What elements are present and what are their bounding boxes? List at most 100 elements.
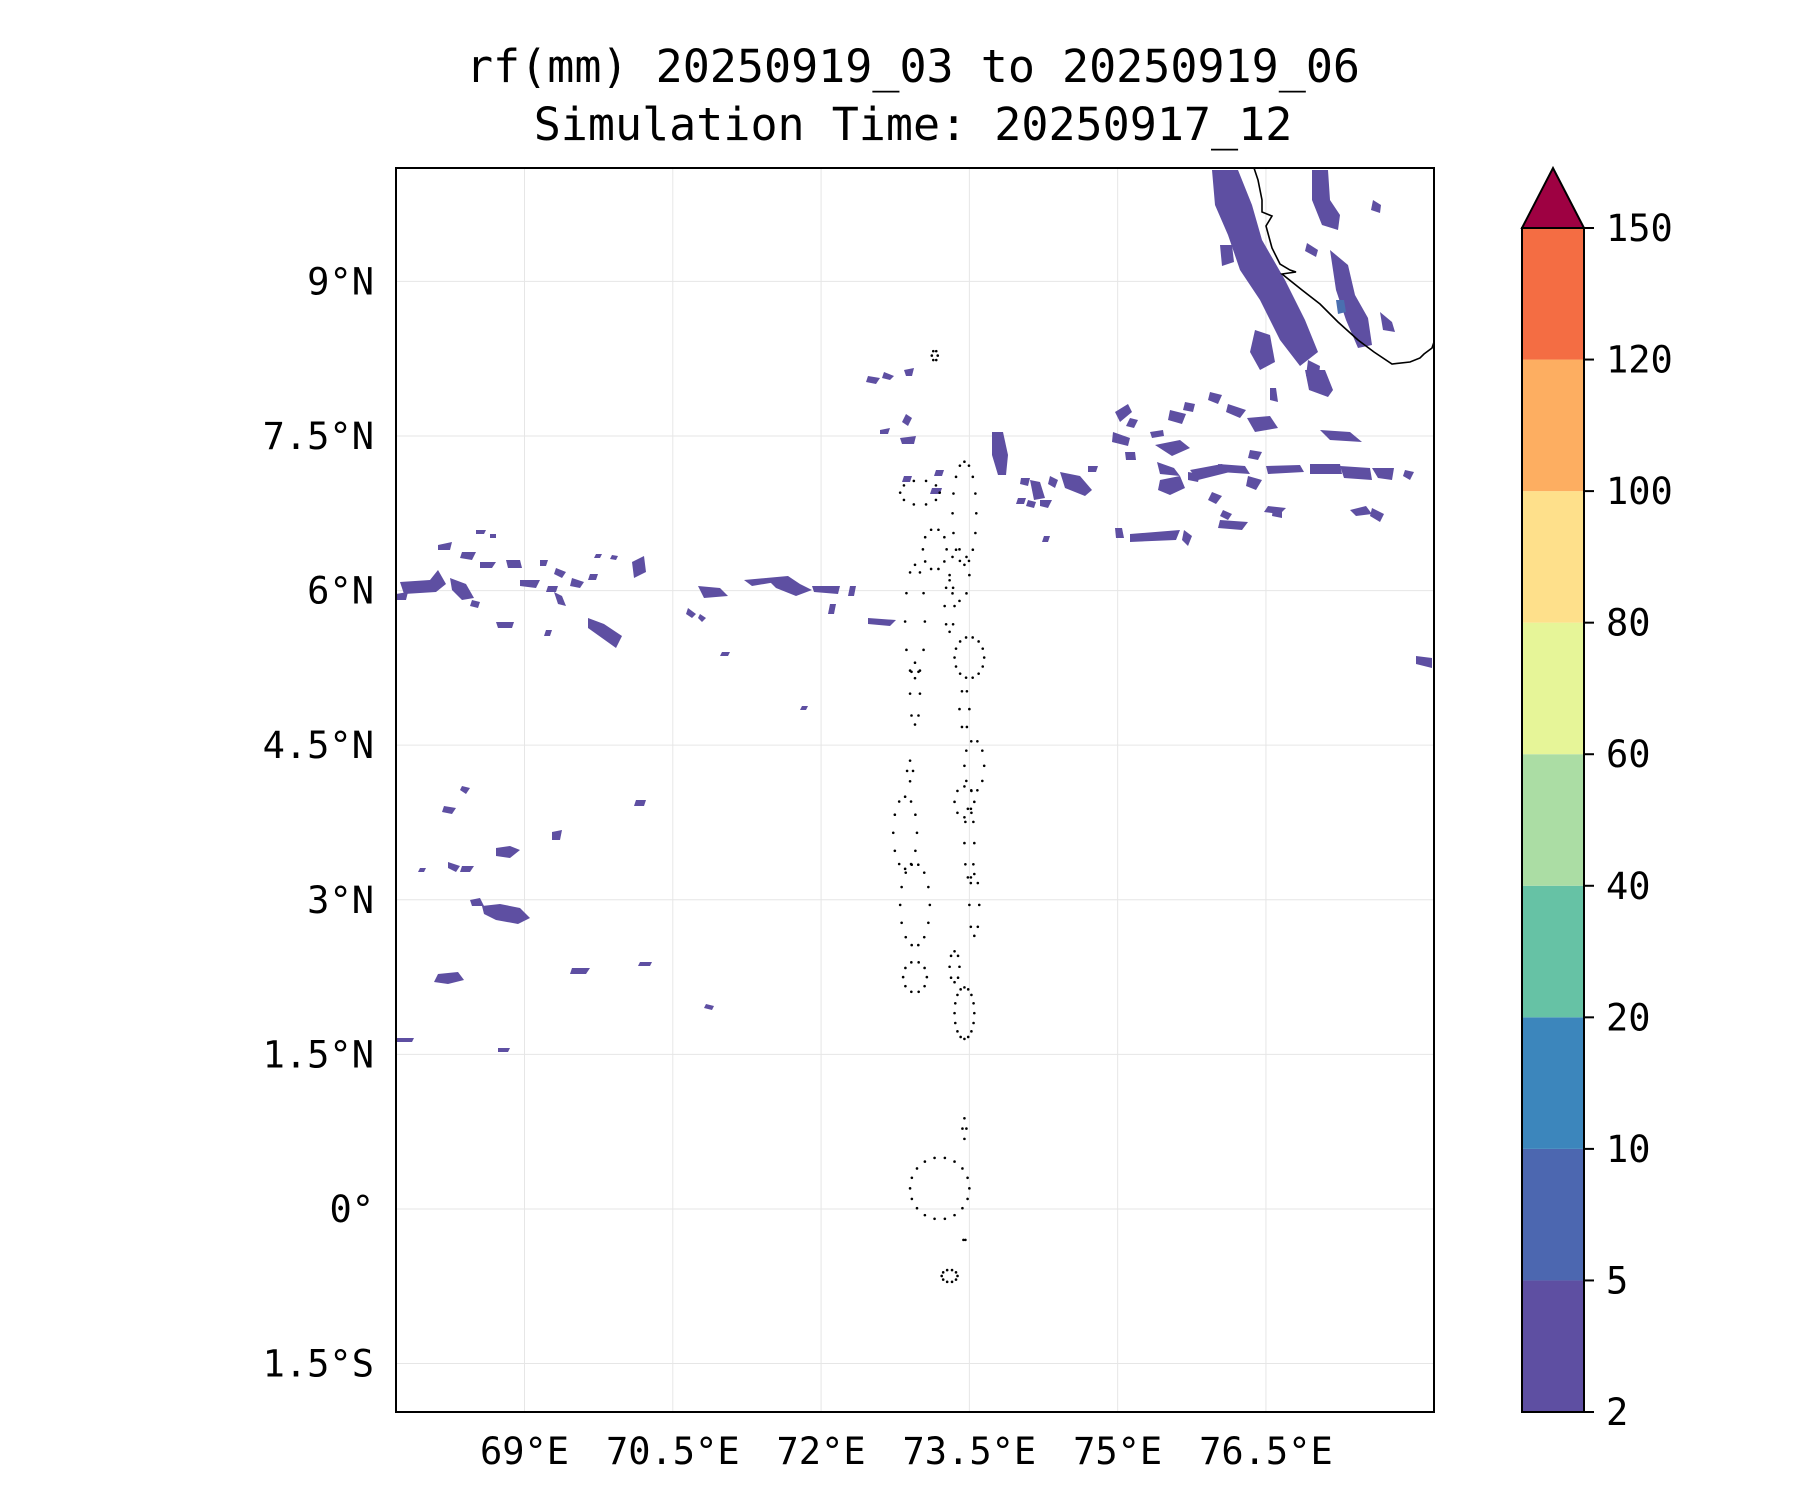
rain-cell-w-42 [1016,498,1026,504]
rain-cell-e-18 [1208,392,1222,404]
island-dot [951,586,955,590]
colorbar-extend-max [1520,165,1586,229]
rain-cell-e-4 [1115,404,1132,422]
island-dot [956,1274,959,1278]
island-dot [977,672,980,675]
rain-cell-e-1 [992,432,1008,475]
colorbar-label: 10 [1606,1128,1651,1171]
island-dot [961,1167,964,1170]
rain-cell-ne-4 [1250,330,1275,370]
rain-cell-e-38 [1048,476,1058,488]
island-dot [910,990,913,994]
island-dot [958,599,961,603]
rain-cell-sw-13 [498,1048,510,1052]
island-dot [969,807,973,811]
island-dot [905,591,908,595]
island-dot [917,714,920,717]
island-dot [966,1035,970,1039]
island-dot [954,647,958,650]
island-dot [918,571,922,574]
island-dot [934,349,938,353]
island-dot [965,555,968,559]
island-dot [964,862,967,866]
island-dot [944,586,948,590]
island-dot [964,676,968,679]
rain-cell-e-40 [1020,478,1030,486]
rain-cell-w-37 [900,436,916,444]
island-dot [950,1268,954,1272]
y-tick-label: 7.5°N [263,415,374,458]
island-dot [974,531,977,535]
rain-cell-w-9 [520,580,540,588]
island-dot [958,464,962,467]
island-dot [974,511,978,515]
island-dot [913,676,917,680]
rain-cell-e-9 [1125,452,1136,460]
rain-cell-e-25 [1403,470,1414,480]
island-dot [931,349,935,353]
island-dot [956,811,959,815]
island-dot [924,479,928,483]
rain-cell-w-19 [470,600,480,608]
island-dot [971,676,974,679]
rain-cell-e-20 [1168,410,1186,424]
rain-cell-w-20 [476,530,486,534]
rain-cell-w-15 [588,618,622,648]
island-dot [977,640,980,643]
island-dot [917,961,920,964]
rain-cell-e-43 [904,368,914,376]
island-dot [914,813,917,817]
island-dot [922,935,926,939]
island-dot [961,1127,964,1130]
island-dot [952,531,955,535]
island-dot [982,764,986,768]
rain-cell-sw-3 [470,898,484,906]
island-dot [910,943,914,947]
island-dot [948,578,951,582]
colorbar-label: 5 [1606,1259,1628,1302]
rain-cell-w-28 [686,608,696,618]
rain-cell-e-23 [1372,468,1394,480]
island-dot [965,592,968,595]
island-dot [976,881,980,885]
x-tick-label: 75°E [1073,1430,1162,1473]
rain-cell-e-30 [1218,520,1248,530]
island-dot [905,769,909,773]
rain-cell-ne-8 [1305,370,1333,397]
rain-cell-ne-7 [1380,312,1395,332]
rain-cell-w-43 [1026,500,1036,508]
island-dot [943,535,946,539]
y-tick-label: 9°N [307,260,374,303]
island-dot [937,567,940,571]
island-dot [956,1030,959,1033]
island-dot [909,800,913,803]
island-dot [959,1035,962,1039]
island-dot [973,841,976,845]
rain-cell-e-17 [1183,402,1195,412]
rain-cell-w-32 [868,618,896,626]
rain-cell-w-30 [828,604,836,614]
island-dot [908,1187,912,1190]
island-dot [910,1176,914,1180]
rain-cell-e-32 [1115,528,1124,538]
island-dot [963,563,966,567]
island-dot [954,548,958,552]
island-dot [954,1271,958,1274]
island-dot [965,1127,968,1130]
colorbar-bin-6 [1522,491,1584,623]
rain-cell-w-5 [480,562,496,568]
island-dot [951,622,955,626]
coastline-india [1253,167,1435,365]
rain-cell-e-15 [1218,464,1250,474]
island-dot [963,785,966,788]
colorbar-bin-8 [1522,228,1584,360]
island-dot [938,491,942,494]
island-dot [968,1187,971,1190]
island-dot [940,1274,943,1278]
island-dot [971,548,975,552]
rain-cell-ne-9 [1270,388,1278,402]
island-dot [945,1268,949,1272]
island-dot [913,563,917,567]
rain-cell-e-21 [1310,464,1342,474]
island-dot [923,535,927,539]
